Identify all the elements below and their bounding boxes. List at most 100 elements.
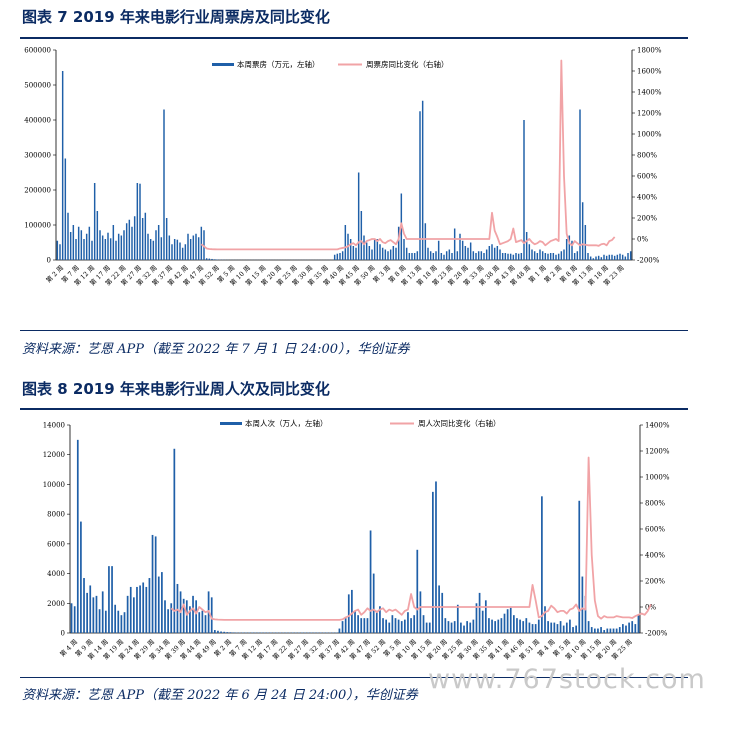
bar [104,239,107,260]
bar [99,230,101,260]
bar [438,585,440,633]
left-tick-label: 600000 [24,47,51,55]
bar [355,247,357,260]
bar [448,249,451,260]
bar [336,253,339,260]
bar [131,226,133,260]
bar [181,247,184,260]
bar [503,613,506,633]
bar [499,249,501,260]
bar [528,244,531,260]
bar [392,246,395,260]
bar [93,183,96,260]
bar [478,592,481,633]
right-tick-label: -200% [645,630,668,638]
bar [384,249,387,260]
bar [539,249,541,260]
bar [344,225,347,260]
bar [509,607,512,633]
bar [512,615,515,633]
bar [469,622,472,633]
bar [365,242,368,260]
left-tick-label: 4000 [47,570,65,578]
bar [115,240,117,260]
bar [571,240,573,260]
bar [460,622,462,633]
bar [568,235,571,260]
bar [176,583,179,633]
bar [376,239,379,260]
left-tick-label: 6000 [47,540,65,548]
bar [613,255,616,260]
bar [83,239,85,260]
bar [147,233,149,260]
bar [485,249,488,260]
bar [226,632,229,633]
bar [515,253,517,260]
bar [360,618,363,633]
bar [531,624,534,633]
bar [506,609,509,633]
bar [484,600,487,633]
bar [373,239,376,260]
bar [445,251,448,260]
bar [603,254,605,260]
bar [333,254,336,260]
bar [618,627,621,633]
right-tick-label: 1400% [637,89,662,97]
bar [593,628,596,633]
bar [403,619,406,633]
bar [101,235,104,260]
bar [416,549,419,633]
bar [507,253,509,260]
bar [69,232,72,260]
bar [397,226,400,260]
bar [70,603,73,633]
bar [621,254,624,260]
bar [363,618,366,633]
bar [519,619,521,633]
bar [552,253,555,260]
bar [167,609,169,633]
bar [200,226,203,260]
bar [616,254,619,260]
right-tick-label: 1200% [645,448,670,456]
bar [500,618,503,633]
bar [141,218,144,260]
bar [104,610,107,633]
bar [360,211,363,260]
bar [624,256,627,260]
bar [229,632,232,633]
left-tick-label: 0 [61,630,65,638]
bar [152,240,155,260]
right-tick-label: 400% [645,552,665,560]
bar [456,604,459,633]
bar [407,612,409,633]
bar [553,622,556,633]
bar [410,618,412,633]
bar [562,625,565,633]
bar [451,253,453,260]
bar [341,251,344,260]
bar [211,258,213,260]
right-tick-label: 400% [637,194,657,202]
bar [416,251,419,260]
bar [432,491,434,633]
legend-bar-swatch [220,422,242,425]
bar [61,71,64,260]
bar [625,625,627,633]
bar [372,573,375,633]
bar [220,631,222,633]
bar [161,572,163,633]
bar [173,448,176,633]
bar [497,619,500,633]
legend-bar-swatch [212,63,234,66]
bar [534,624,537,633]
bar [351,589,353,633]
bar [154,536,157,633]
bar [509,253,512,260]
bar [472,619,475,633]
bar [413,253,416,260]
right-tick-label: 0% [645,604,656,612]
bar [64,158,67,260]
